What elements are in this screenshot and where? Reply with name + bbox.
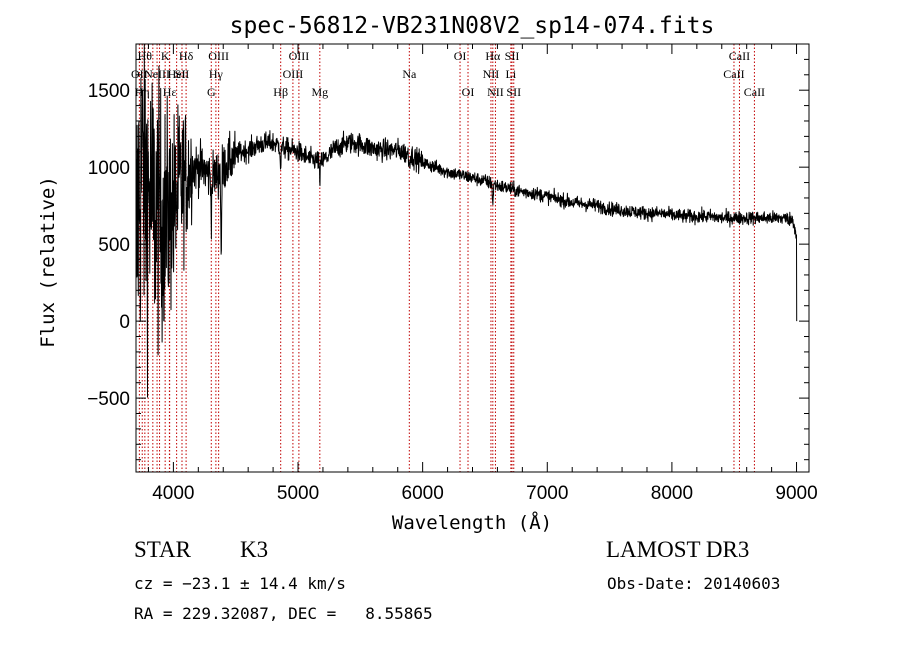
axis-tick-labels: 4000 5000 6000 7000 8000 9000 −500 0 500 1000 1500 [87, 81, 817, 504]
plot-frame [135, 43, 810, 473]
redshift-velocity: cz = −23.1 ± 14.4 km/s [134, 574, 346, 593]
x-tick-label: 7000 [526, 483, 568, 504]
line-marker-label: CaII [729, 49, 750, 63]
chart-title: spec-56812-VB231N08V2_sp14-074.fits [230, 13, 715, 39]
line-marker-label: OI [454, 49, 467, 63]
survey-name: LAMOST DR3 [606, 537, 750, 562]
line-marker-label: Li [506, 67, 517, 81]
spectral-subclass: K3 [240, 537, 269, 562]
line-marker-label: SII [505, 49, 520, 63]
line-marker-label: CaII [723, 67, 744, 81]
y-tick-label: 0 [119, 312, 130, 333]
y-tick-label: −500 [87, 389, 130, 410]
line-marker-labels: OIIHηHθNeIIIKHεHeISIIHδGHγOIIIHβOIIIOIII… [131, 49, 765, 99]
line-marker-label: Na [402, 67, 417, 81]
line-marker-label: K [161, 49, 170, 63]
x-tick-label: 8000 [651, 483, 693, 504]
x-tick-label: 6000 [402, 483, 444, 504]
line-marker-label: NeIII [144, 67, 170, 81]
line-marker-label: Hε [163, 85, 177, 99]
x-tick-label: 9000 [775, 483, 817, 504]
line-marker-label: OII [131, 67, 148, 81]
line-marker-label: Hα [485, 49, 501, 63]
y-tick-label: 500 [98, 235, 130, 256]
x-tick-label: 5000 [277, 483, 319, 504]
line-markers [138, 44, 755, 472]
line-marker-label: NII [483, 67, 500, 81]
y-axis-label: Flux (relative) [37, 176, 59, 348]
coordinates: RA = 229.32087, DEC = 8.55865 [134, 604, 433, 623]
y-tick-label: 1000 [88, 158, 130, 179]
line-marker-label: CaII [744, 85, 765, 99]
line-marker-label: G [207, 85, 216, 99]
line-marker-label: OIII [289, 49, 310, 63]
x-axis-label: Wavelength (Å) [392, 511, 552, 534]
line-marker-label: Hθ [138, 49, 153, 63]
spectrum-line [135, 43, 798, 398]
axis-ticks [136, 44, 809, 472]
line-marker-label: OIII [208, 49, 229, 63]
line-marker-label: Hδ [179, 49, 194, 63]
line-marker-label: Mg [311, 85, 328, 99]
observation-date: Obs-Date: 20140603 [607, 574, 781, 593]
line-marker-label: SII [506, 85, 521, 99]
x-tick-label: 4000 [152, 483, 194, 504]
line-marker-label: OIII [283, 67, 304, 81]
object-class: STAR [134, 537, 191, 562]
line-marker-label: SII [175, 67, 190, 81]
line-marker-label: OI [462, 85, 475, 99]
line-marker-label: NII [487, 85, 504, 99]
y-tick-label: 1500 [88, 81, 130, 102]
line-marker-label: HeI [168, 67, 186, 81]
line-marker-label: Hβ [273, 85, 288, 99]
line-marker-label: Hγ [209, 67, 224, 81]
